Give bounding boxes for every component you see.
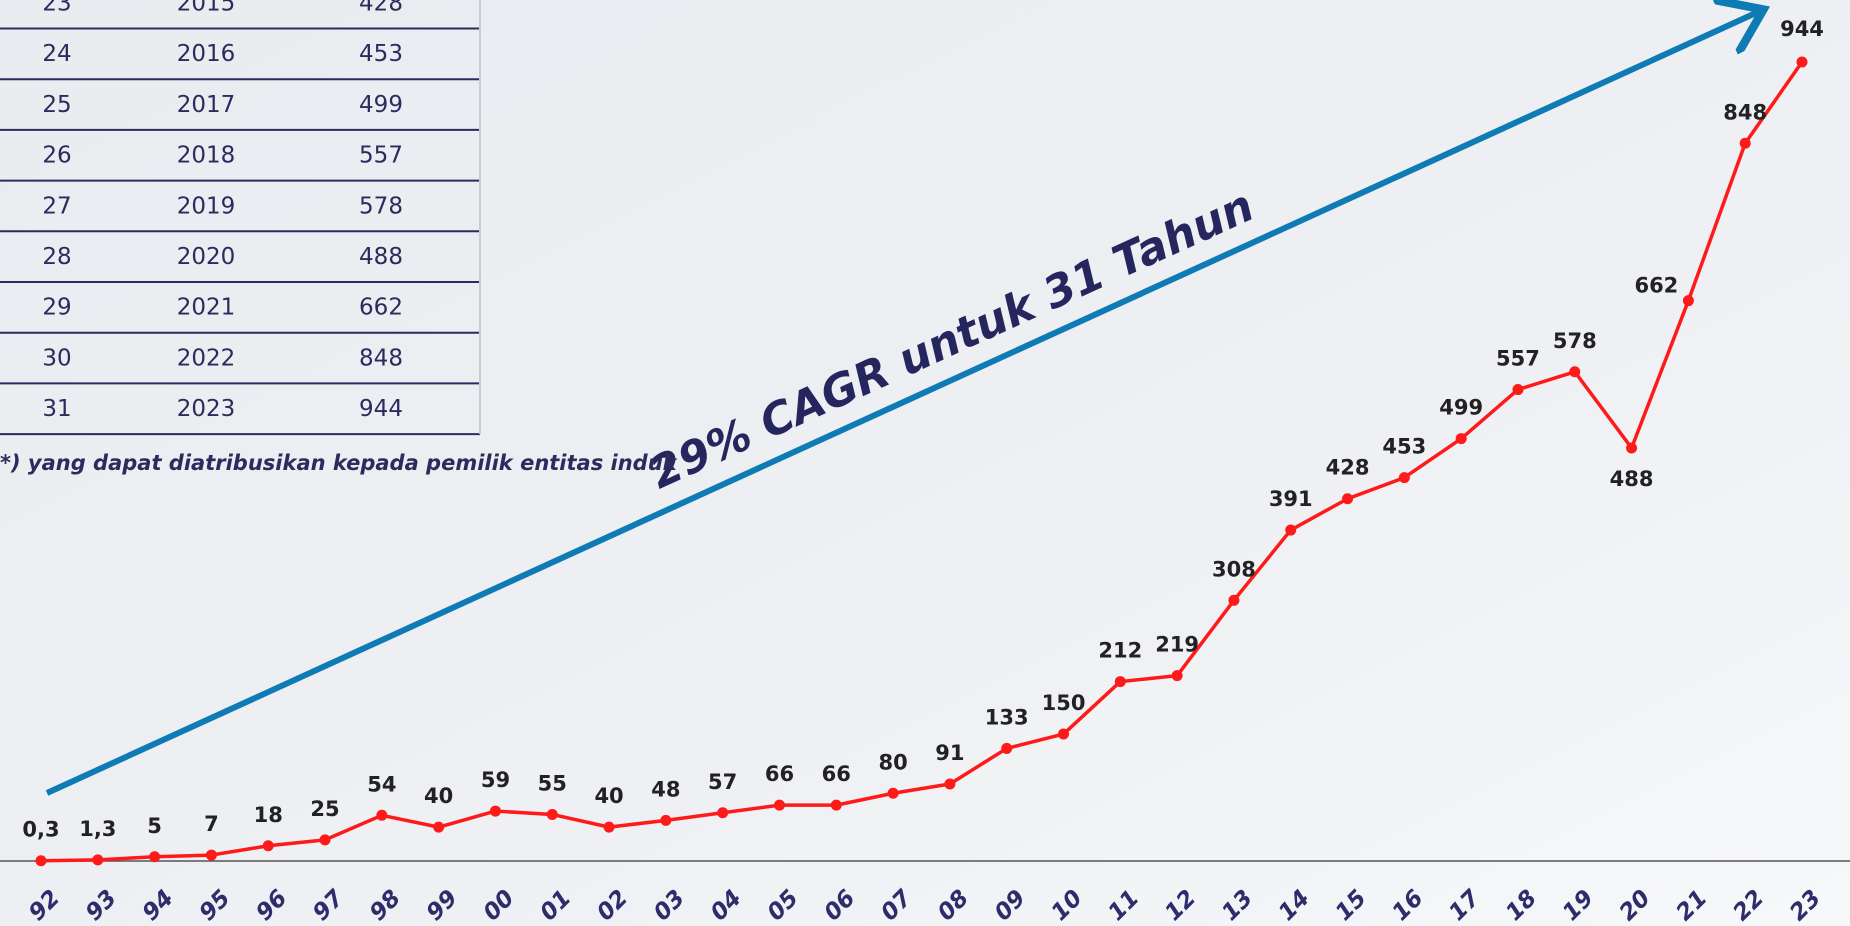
table-cell: 26: [42, 143, 71, 169]
footnote: *) yang dapat diatribusikan kepada pemil…: [0, 451, 679, 475]
data-point: [1398, 472, 1410, 484]
table-cell: 944: [359, 396, 403, 422]
data-label: 1,3: [79, 817, 116, 841]
data-label: 18: [254, 803, 283, 827]
data-point: [433, 821, 445, 833]
data-point: [1342, 493, 1354, 505]
data-label: 308: [1212, 557, 1256, 581]
data-label: 488: [1610, 467, 1654, 491]
table-cell: 23: [42, 0, 71, 17]
data-point: [1569, 366, 1581, 378]
data-label: 57: [708, 770, 737, 794]
data-label: 944: [1780, 17, 1824, 41]
table-cell: 24: [42, 41, 71, 67]
data-point: [773, 799, 785, 811]
data-point: [1796, 56, 1808, 68]
data-label: 428: [1326, 456, 1370, 480]
data-line: [40, 60, 1804, 863]
data-label: 40: [594, 784, 623, 808]
data-point: [149, 851, 161, 863]
table-cell: 557: [359, 143, 403, 169]
table-cell: 28: [42, 244, 71, 270]
data-label: 55: [538, 771, 567, 795]
data-label: 5: [147, 814, 162, 838]
data-point: [262, 840, 274, 852]
table-cell: 29: [42, 295, 71, 321]
data-point: [489, 805, 501, 817]
data-label: 25: [310, 797, 339, 821]
data-point: [1682, 295, 1694, 307]
table-cell: 2023: [177, 396, 236, 422]
data-label: 133: [985, 705, 1029, 729]
table-cell: 2022: [177, 345, 236, 371]
data-label: 59: [481, 768, 510, 792]
data-label: 0,3: [22, 818, 59, 842]
table-cell: 27: [42, 193, 71, 219]
data-label: 91: [935, 741, 964, 765]
table-cell: 453: [359, 41, 403, 67]
data-point: [1626, 442, 1638, 454]
table-cell: 848: [359, 345, 403, 371]
data-point: [546, 808, 558, 820]
data-label: 219: [1155, 633, 1199, 657]
data-point: [1512, 384, 1524, 396]
data-point: [603, 821, 615, 833]
data-point: [1739, 137, 1751, 149]
table-cell: 2016: [177, 41, 236, 67]
table-cell: 2015: [177, 0, 236, 17]
table-cell: 31: [42, 396, 71, 422]
data-point: [1001, 742, 1013, 754]
table-cell: 428: [359, 0, 403, 17]
data-point: [92, 854, 104, 866]
table-cell: 2017: [177, 92, 236, 118]
table-cell: 25: [42, 92, 71, 118]
table-cell: 578: [359, 193, 403, 219]
table-cell: 30: [42, 345, 71, 371]
data-point: [376, 809, 388, 821]
data-point: [717, 807, 729, 819]
data-label: 7: [204, 812, 219, 836]
data-label: 662: [1634, 274, 1678, 298]
table-cell: 488: [359, 244, 403, 270]
data-label: 578: [1553, 329, 1597, 353]
data-point: [1171, 670, 1183, 682]
data-point: [830, 799, 842, 811]
data-label: 66: [822, 762, 851, 786]
data-point: [1455, 433, 1467, 445]
data-point: [944, 778, 956, 790]
data-point: [1058, 728, 1070, 740]
data-label: 848: [1723, 100, 1767, 124]
cagr-arrow: [45, 12, 1758, 796]
data-label: 54: [367, 772, 396, 796]
table-cell: 499: [359, 92, 403, 118]
data-label: 212: [1098, 639, 1142, 663]
data-point: [1228, 594, 1240, 606]
table-cell: 2018: [177, 143, 236, 169]
table-cell: 2020: [177, 244, 236, 270]
data-point: [205, 849, 217, 861]
data-point: [1114, 676, 1126, 688]
data-label: 557: [1496, 347, 1540, 371]
data-label: 66: [765, 762, 794, 786]
data-point: [319, 834, 331, 846]
data-point: [660, 814, 672, 826]
data-label: 48: [651, 777, 680, 801]
data-label: 40: [424, 784, 453, 808]
data-label: 150: [1042, 691, 1086, 715]
table-cell: 2021: [177, 295, 236, 321]
data-point: [887, 787, 899, 799]
table-cell: 2019: [177, 193, 236, 219]
data-label: 80: [878, 750, 907, 774]
data-label: 391: [1269, 487, 1313, 511]
data-point: [35, 855, 47, 867]
data-point: [1285, 524, 1297, 536]
table-cell: 662: [359, 295, 403, 321]
data-label: 453: [1382, 435, 1426, 459]
data-label: 499: [1439, 396, 1483, 420]
